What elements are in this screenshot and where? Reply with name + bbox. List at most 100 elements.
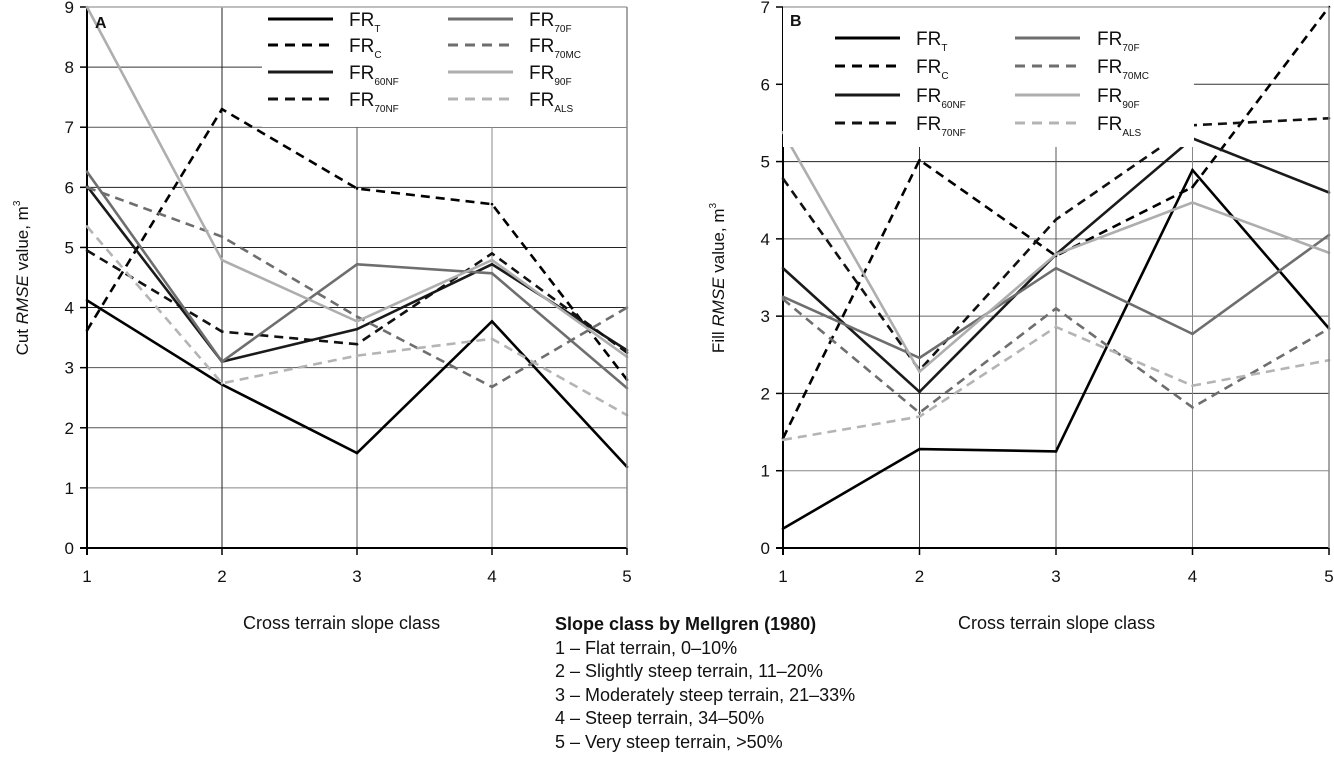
data-point-fr-als (1054, 325, 1058, 329)
y-axis-label: Fill RMSE value, m3 (708, 203, 728, 354)
data-point-fr-70f (85, 170, 89, 174)
slope-class-notes: Slope class by Mellgren (1980) 1 – Flat … (555, 613, 855, 754)
series-lines (85, 5, 629, 469)
x-tick-label: 4 (487, 567, 496, 586)
y-axis-label-prefix: Fill (709, 327, 728, 353)
y-tick-label: 1 (65, 479, 74, 498)
y-axis-label-unit: value, m (13, 206, 32, 275)
legend-label-subscript: 70F (554, 24, 571, 35)
data-point-fr-als (355, 354, 359, 357)
data-point-fr-t (85, 299, 89, 302)
legend-label-subscript: ALS (554, 104, 573, 115)
y-tick-label: 5 (761, 153, 770, 172)
y-tick-label: 0 (761, 539, 770, 558)
x-tick-label: 1 (82, 567, 91, 586)
data-point-fr-70f (781, 295, 785, 299)
legend-label-subscript: 70NF (941, 128, 965, 139)
notes-item: 4 – Steep terrain, 34–50% (555, 708, 765, 728)
legend-label-main: FR (916, 86, 941, 107)
y-tick-label: 5 (65, 238, 74, 257)
y-axis-label-superscript: 3 (708, 203, 719, 209)
data-point-fr-t (355, 451, 359, 455)
legend-label-fr-60nf: FR60NF (916, 86, 966, 111)
legend-label-subscript: 70NF (374, 104, 398, 115)
panel-label: A (95, 15, 107, 32)
legend-label-main: FR (349, 10, 374, 31)
y-tick-label: 8 (65, 58, 74, 77)
legend-label-main: FR (529, 36, 554, 57)
legend-label-main: FR (1097, 29, 1122, 50)
data-point-fr-c (220, 107, 224, 111)
legend-label-main: FR (529, 63, 554, 84)
y-axis-label-metric: RMSE (709, 277, 728, 327)
data-point-fr-t (1054, 450, 1058, 453)
data-point-fr-t (918, 447, 921, 451)
data-point-fr-70nf (85, 249, 89, 252)
y-tick-label: 6 (65, 178, 74, 197)
data-point-fr-70mc (220, 235, 224, 238)
x-tick-label: 1 (778, 567, 787, 586)
y-tick-label: 9 (65, 0, 74, 17)
chart-b-x-axis-label: Cross terrain slope class (958, 613, 1156, 633)
data-point-fr-90f (490, 258, 494, 262)
legend-label-subscript: 70MC (1122, 71, 1149, 82)
series-line-fr-c (85, 107, 629, 381)
data-point-fr-60nf (918, 390, 921, 394)
legend-label-subscript: 90F (1122, 100, 1139, 111)
legend-label-subscript: T (374, 24, 380, 35)
data-point-fr-90f (1054, 253, 1058, 256)
data-point-fr-70f (490, 271, 494, 275)
legend-label-main: FR (349, 36, 374, 57)
x-tick-label: 3 (352, 567, 361, 586)
legend-label-main: FR (1097, 86, 1122, 107)
legend-label-fr-60nf: FR60NF (349, 63, 399, 88)
y-axis-label-prefix: Cut (13, 324, 32, 355)
y-tick-label: 3 (761, 307, 770, 326)
legend-label-fr-c: FRC (916, 57, 949, 82)
legend-label-fr-70f: FR70F (1097, 29, 1140, 54)
legend-label-fr-90f: FR90F (529, 63, 572, 88)
data-point-fr-70f (220, 360, 224, 363)
chart-a-x-axis-label: Cross terrain slope class (243, 613, 441, 633)
data-point-fr-70mc (781, 297, 785, 301)
data-point-fr-70nf (1054, 218, 1058, 221)
legend-label-subscript: C (941, 71, 948, 82)
data-point-fr-70mc (1191, 406, 1194, 409)
y-tick-label: 3 (65, 359, 74, 378)
data-point-fr-70mc (85, 186, 89, 189)
x-tick-label: 3 (1051, 567, 1060, 586)
series-lines (781, 5, 1331, 530)
y-tick-label: 7 (761, 0, 770, 17)
x-tick-label: 4 (1188, 567, 1197, 586)
data-point-fr-70nf (781, 177, 785, 180)
legend-label-main: FR (1097, 57, 1122, 78)
x-tick-label: 2 (217, 567, 226, 586)
y-tick-label: 7 (65, 118, 74, 137)
legend-label-main: FR (529, 90, 554, 111)
data-point-fr-70nf (355, 342, 359, 346)
data-point-fr-70nf (490, 252, 494, 255)
legend-label-fr-t: FRT (349, 10, 380, 35)
panel-label: B (790, 13, 802, 30)
legend-label-fr-70mc: FR70MC (529, 36, 581, 61)
data-point-fr-90f (918, 370, 921, 374)
data-point-fr-70f (918, 356, 921, 360)
data-point-fr-als (781, 438, 785, 442)
legend-label-subscript: 70MC (554, 50, 581, 61)
data-point-fr-als (918, 415, 921, 418)
legend-background (262, 7, 627, 127)
y-tick-label: 0 (65, 539, 74, 558)
legend-label-fr-t: FRT (916, 29, 947, 54)
legend-label-fr-als: FRALS (1097, 114, 1142, 139)
data-point-fr-70f (355, 262, 359, 266)
legend-label-subscript: 90F (554, 77, 571, 88)
data-point-fr-c (355, 187, 359, 190)
series-line-fr-als (86, 225, 628, 417)
legend-label-fr-70nf: FR70NF (916, 114, 966, 139)
legend-label-main: FR (349, 63, 374, 84)
x-tick-label: 2 (915, 567, 924, 586)
